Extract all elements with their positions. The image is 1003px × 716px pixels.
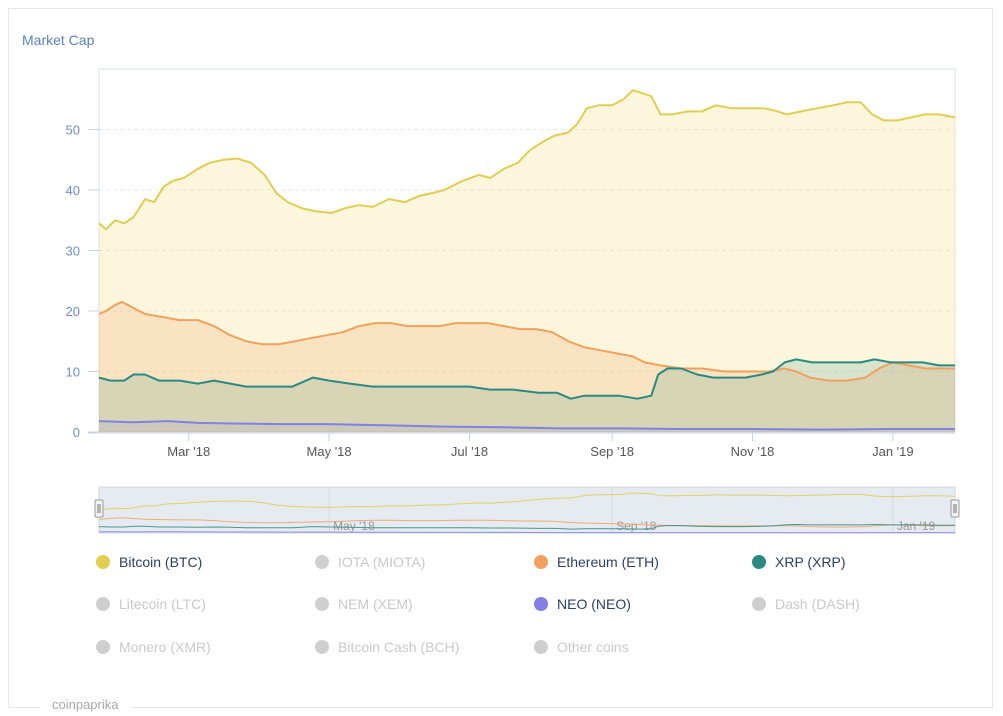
y-tick-label: 10 <box>66 365 80 380</box>
x-axis-ticks: Mar '18 May '18 Jul '18 Sep '18 Nov '18 Jan '… <box>167 433 914 459</box>
series-areas <box>99 90 955 432</box>
navigator-line-neo-neo <box>98 531 955 534</box>
legend-item-monero-xmr[interactable]: Monero (XMR) <box>96 639 211 655</box>
line-ethereum-eth <box>98 300 955 382</box>
legend-marker <box>96 555 110 569</box>
legend-item-litecoin-ltc[interactable]: Litecoin (LTC) <box>96 596 206 612</box>
navigator-tick-label: Sep '18 <box>616 519 657 533</box>
y-axis-ticks: 0 10 20 30 40 50 <box>66 123 99 440</box>
legend-label: Ethereum (ETH) <box>557 554 659 570</box>
navigator-left-handle[interactable] <box>94 499 104 518</box>
legend-item-iota-miota[interactable]: IOTA (MIOTA) <box>315 554 425 570</box>
legend-marker <box>315 640 329 654</box>
area-bitcoin-btc <box>99 90 955 432</box>
navigator-right-handle[interactable] <box>950 499 960 518</box>
navigator[interactable]: May '18 Sep '18 Jan '19 <box>94 486 960 534</box>
legend-item-neo-neo[interactable]: NEO (NEO) <box>534 596 631 612</box>
y-tick-label: 50 <box>66 123 80 138</box>
chart-title: Market Cap <box>22 32 95 48</box>
legend-label: Monero (XMR) <box>119 639 211 655</box>
line-neo-neo <box>98 420 955 431</box>
navigator-line-xrp-xrp <box>98 523 955 530</box>
navigator-line-ethereum-eth <box>98 517 955 528</box>
legend-label: Other coins <box>557 639 629 655</box>
legend-item-bitcoin-btc[interactable]: Bitcoin (BTC) <box>96 554 202 570</box>
area-ethereum-eth <box>99 301 955 432</box>
legend-item-xrp-xrp[interactable]: XRP (XRP) <box>752 554 846 570</box>
x-tick-label: Jul '18 <box>451 444 488 459</box>
legend-marker <box>534 555 548 569</box>
navigator-tick-label: May '18 <box>333 519 375 533</box>
handle-grip <box>950 499 960 518</box>
legend-marker <box>534 640 548 654</box>
legend-item-dash-dash[interactable]: Dash (DASH) <box>752 596 860 612</box>
area-xrp-xrp <box>99 359 955 432</box>
legend-label: IOTA (MIOTA) <box>338 554 426 570</box>
x-tick-label: May '18 <box>307 444 352 459</box>
handle-grip <box>94 499 104 518</box>
legend-label: NEO (NEO) <box>557 596 631 612</box>
legend-label: NEM (XEM) <box>338 596 413 612</box>
x-tick-label: Nov '18 <box>731 444 775 459</box>
legend-marker <box>752 555 766 569</box>
legend-marker <box>315 597 329 611</box>
legend-marker <box>534 597 548 611</box>
legend-label: Litecoin (LTC) <box>119 596 206 612</box>
legend-marker <box>96 640 110 654</box>
legend-marker <box>315 555 329 569</box>
legend-item-bitcoin-cash-bch[interactable]: Bitcoin Cash (BCH) <box>315 639 459 655</box>
y-tick-label: 0 <box>73 425 80 440</box>
legend-item-ethereum-eth[interactable]: Ethereum (ETH) <box>534 554 659 570</box>
navigator-line-bitcoin-btc <box>98 492 956 510</box>
legend-item-nem-xem[interactable]: NEM (XEM) <box>315 596 413 612</box>
grid-lines <box>98 68 956 433</box>
y-tick-label: 30 <box>66 244 80 259</box>
navigator-window <box>98 486 956 534</box>
line-bitcoin-btc <box>98 89 956 231</box>
y-tick-label: 40 <box>66 183 80 198</box>
legend-label: XRP (XRP) <box>775 554 846 570</box>
legend-label: Bitcoin Cash (BCH) <box>338 639 460 655</box>
legend-marker <box>752 597 766 611</box>
x-tick-label: Mar '18 <box>167 444 210 459</box>
series-lines <box>98 89 956 431</box>
x-tick-label: Jan '19 <box>872 444 914 459</box>
credit-label: coinpaprika <box>40 697 131 712</box>
line-xrp-xrp <box>98 358 955 400</box>
x-tick-label: Sep '18 <box>590 444 634 459</box>
y-tick-label: 20 <box>66 304 80 319</box>
legend-marker <box>96 597 110 611</box>
legend-label: Dash (DASH) <box>775 596 860 612</box>
legend-label: Bitcoin (BTC) <box>119 554 203 570</box>
legend-item-other-coins[interactable]: Other coins <box>534 639 629 655</box>
navigator-tick-label: Jan '19 <box>897 519 936 533</box>
